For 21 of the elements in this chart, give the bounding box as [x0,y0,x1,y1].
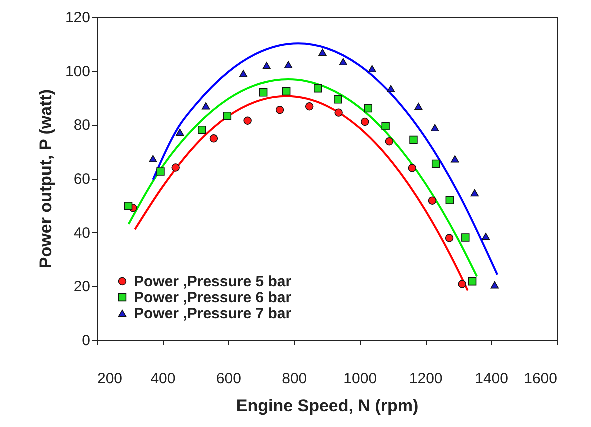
y-axis-title: Power output, P (watt) [36,89,56,269]
x-axis-title: Engine Speed, N (rpm) [236,396,419,416]
x-tick-label: 1000 [344,370,378,388]
line-series [152,42,499,276]
x-tick-label: 1400 [475,370,508,388]
x-tick-label: 400 [150,370,176,388]
y-tick-label: 120 [65,10,90,26]
x-tick-label: 1200 [409,370,443,388]
y-tick-label: 40 [74,224,90,242]
legend-label: Power ,Pressure 6 bar [134,290,292,306]
legend-label: Power ,Pressure 7 bar [134,306,292,322]
x-tick-label: 600 [216,370,242,388]
y-tick-label: 0 [82,332,90,350]
x-tick-label: 1600 [524,370,558,388]
legend-label: Power ,Pressure 5 bar [134,274,292,290]
x-tick-label: 800 [282,370,308,388]
y-tick-label: 20 [74,278,90,296]
y-tick-label: 100 [65,63,90,80]
y-tick-label: 80 [74,117,90,134]
x-tick-label: 200 [98,370,123,388]
y-tick-label: 60 [74,171,90,188]
